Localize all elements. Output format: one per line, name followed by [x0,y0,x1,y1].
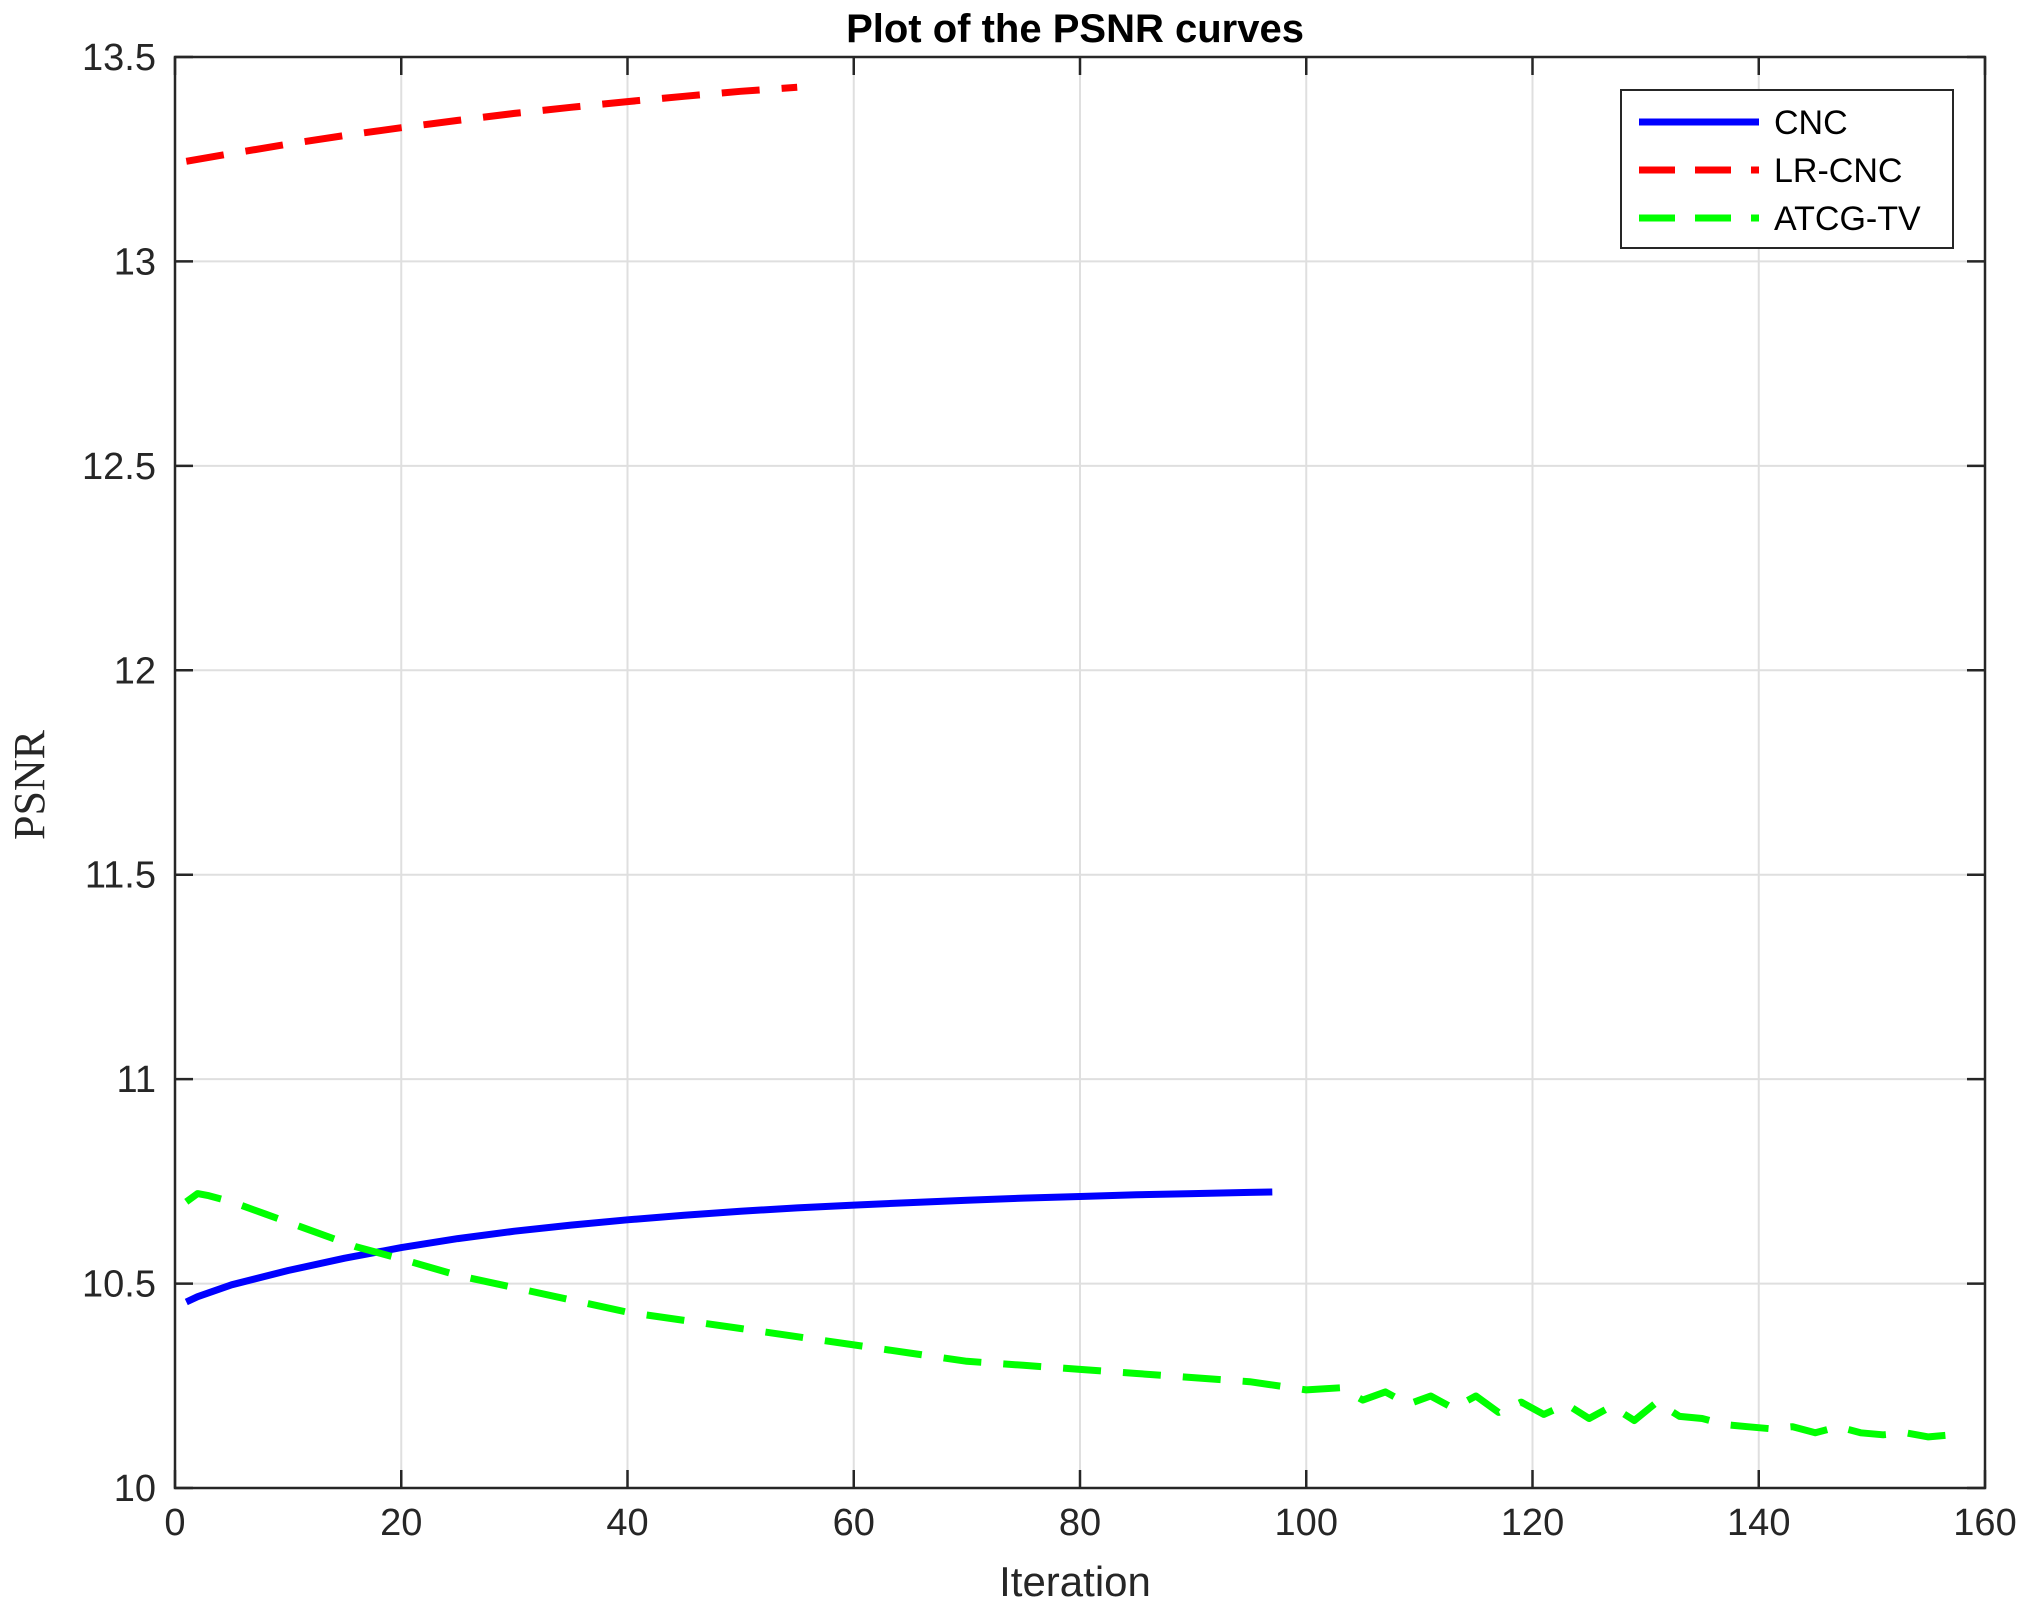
x-tick-label: 140 [1727,1502,1790,1544]
x-tick-label: 160 [1953,1502,2016,1544]
legend-label-lr-cnc: LR-CNC [1774,152,1902,190]
legend-label-atcg-tv: ATCG-TV [1774,200,1921,238]
y-tick-label: 10.5 [82,1264,156,1306]
x-tick-label: 100 [1275,1502,1338,1544]
series-line-atcg-tv [184,1190,1952,1441]
y-tick-label: 11.5 [85,855,156,897]
x-tick-label: 60 [833,1502,875,1544]
y-tick-label: 12.5 [82,446,156,488]
y-tick-label: 13.5 [82,37,156,79]
series-line-cnc [184,1188,1273,1306]
grid [175,57,1985,1488]
legend: CNC LR-CNC ATCG-TV [1620,89,1954,249]
y-axis-label: PSNR [5,729,54,840]
x-tick-label: 40 [606,1502,648,1544]
y-tick-label: 10 [114,1468,156,1510]
chart-title: Plot of the PSNR curves [846,7,1304,51]
y-tick-label: 13 [114,241,156,283]
y-tick-label: 11 [117,1059,156,1101]
series-line-lr-cnc [185,83,798,165]
legend-label-cnc: CNC [1774,104,1848,142]
y-tick-label: 12 [114,650,156,692]
x-tick-label: 120 [1501,1502,1564,1544]
x-tick-label: 80 [1059,1502,1101,1544]
x-tick-label: 0 [164,1502,185,1544]
axis-ticks: 0 20 40 60 80 100 120 140 160 10 10.5 11 11.5 12 12.5 1… [82,37,2017,1544]
x-tick-label: 20 [380,1502,422,1544]
series-lines [184,83,1952,1441]
x-axis-label: Iteration [999,1558,1151,1605]
legend-box [1620,89,1954,249]
